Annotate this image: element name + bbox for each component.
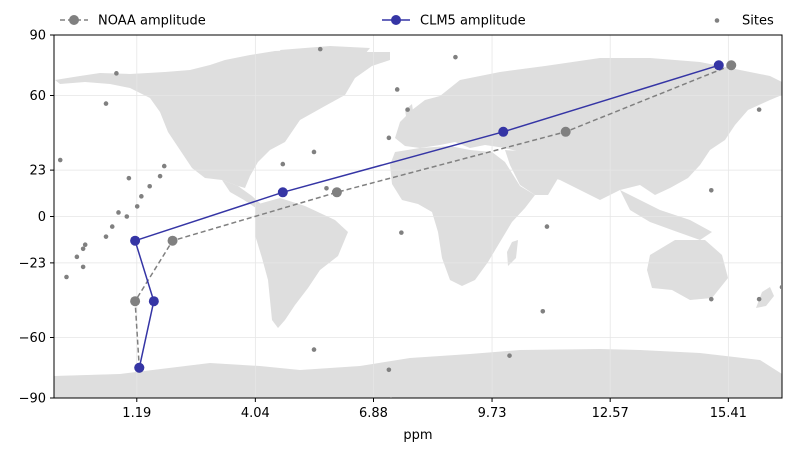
x-axis: 1.19 4.04 6.88 9.73 12.57 15.41 (122, 398, 747, 421)
sites-point (389, 397, 393, 398)
x-tick-label: 12.57 (592, 406, 629, 421)
sites-point (779, 284, 782, 290)
africa-land (390, 146, 535, 286)
x-axis-label: ppm (403, 428, 432, 443)
australia-land (647, 240, 728, 300)
x-tick-label: 6.88 (359, 406, 388, 421)
central-america-land (222, 180, 262, 208)
madagascar-land (507, 240, 518, 266)
marker-layer (130, 60, 737, 373)
legend-clm5-marker (391, 15, 401, 25)
world-map-background (54, 46, 782, 398)
arabia-land (505, 150, 560, 195)
legend: NOAA amplitude CLM5 amplitude Sites (60, 14, 774, 29)
sites-point (399, 230, 404, 235)
clm5-amplitude-marker (713, 60, 724, 71)
data-layer (57, 46, 782, 398)
sites-point (74, 254, 80, 260)
clm5-amplitude-marker (277, 187, 288, 198)
sites-point (311, 149, 317, 155)
sites-point (82, 242, 88, 248)
noaa-amplitude-line (134, 64, 732, 368)
x-tick-label: 15.41 (710, 406, 747, 421)
y-tick-label: 0 (38, 210, 46, 225)
sites-point (64, 274, 69, 280)
clm5-amplitude-line (134, 64, 720, 368)
noaa-amplitude-marker (130, 296, 141, 307)
clm5-amplitude-marker (498, 126, 509, 137)
y-axis: 90 60 23 0 −23 −60 −90 (19, 29, 54, 407)
noaa-amplitude-marker (331, 187, 342, 198)
sites-point (80, 264, 86, 270)
sites-point (405, 107, 410, 112)
clm5-amplitude-marker (134, 362, 145, 373)
legend-noaa-marker (69, 15, 79, 25)
clm5-amplitude-marker (148, 296, 159, 307)
sites-point (756, 107, 762, 112)
y-tick-label: 23 (29, 164, 46, 179)
sites-point (57, 157, 63, 163)
sites-point (544, 224, 550, 229)
sites-point (139, 194, 144, 199)
legend-item-clm5: CLM5 amplitude (382, 14, 526, 29)
legend-sites-marker (714, 18, 720, 23)
sites-point (756, 296, 762, 302)
sites-point (317, 46, 323, 52)
sites-point (708, 296, 714, 302)
noaa-amplitude-marker (560, 126, 571, 137)
legend-sites-label: Sites (742, 14, 774, 29)
sites-point (116, 210, 121, 215)
sites-point (540, 308, 546, 314)
legend-item-sites: Sites (714, 14, 774, 29)
sites-point (109, 224, 115, 229)
sites-point (708, 187, 714, 193)
sites-point (147, 183, 152, 189)
sites-point (161, 163, 167, 169)
clm5-amplitude-marker (130, 235, 141, 246)
sites-point (124, 214, 130, 219)
y-tick-label: −23 (19, 256, 46, 271)
sites-point (280, 161, 286, 167)
sites-point (507, 353, 512, 358)
legend-clm5-label: CLM5 amplitude (420, 14, 526, 29)
y-tick-label: 90 (29, 29, 46, 44)
sites-point (103, 101, 109, 106)
x-tick-label: 9.73 (478, 406, 507, 421)
sites-point (157, 173, 163, 179)
new-zealand-land (756, 287, 774, 308)
legend-noaa-label: NOAA amplitude (98, 14, 206, 29)
sites-point (311, 347, 317, 352)
sites-point (114, 71, 119, 76)
southeast-asia-land (620, 190, 712, 240)
greenland-land (280, 46, 370, 96)
sites-point (386, 135, 392, 141)
sites-point (453, 54, 458, 60)
sites-point (324, 185, 329, 191)
sites-point (394, 87, 400, 92)
y-tick-label: −60 (19, 331, 46, 346)
sites-point (386, 367, 392, 373)
x-tick-label: 4.04 (241, 406, 270, 421)
y-tick-label: 60 (29, 89, 46, 104)
sites-point (126, 175, 132, 181)
antarctica-land (54, 349, 782, 398)
legend-item-noaa: NOAA amplitude (60, 14, 206, 29)
sites-point (134, 204, 140, 209)
sites-point (103, 234, 109, 239)
y-tick-label: −90 (19, 392, 46, 407)
noaa-amplitude-marker (726, 60, 737, 71)
noaa-amplitude-marker (167, 235, 178, 246)
x-tick-label: 1.19 (122, 406, 151, 421)
sites-point (80, 246, 86, 252)
